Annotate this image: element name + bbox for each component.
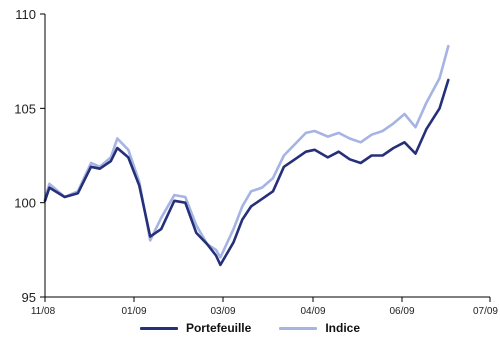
y-tick-label: 110 <box>15 7 36 22</box>
y-tick-label: 95 <box>22 290 36 305</box>
y-tick-label: 100 <box>14 196 36 211</box>
x-tick-label: 01/09 <box>121 306 146 317</box>
y-tick-label: 105 <box>14 101 36 116</box>
x-tick-label: 07/09 <box>473 306 498 317</box>
legend-label-portefeuille: Portefeuille <box>185 321 252 335</box>
series-lines <box>43 44 450 267</box>
legend-item-indice: Indice <box>279 321 360 335</box>
y-axis-ticks: 95 100 105 110 <box>14 7 45 305</box>
legend-label-indice: Indice <box>325 321 361 335</box>
legend-swatch-indice <box>279 326 318 330</box>
series-line-portefeuille <box>43 78 450 267</box>
x-tick-label: 11/08 <box>31 306 56 317</box>
x-axis-ticks: 11/08 01/09 03/09 04/09 06/09 07/09 <box>31 297 498 317</box>
legend: Portefeuille Indice <box>0 318 500 338</box>
x-tick-label: 06/09 <box>389 306 414 317</box>
x-tick-label: 04/09 <box>300 306 325 317</box>
legend-item-portefeuille: Portefeuille <box>139 321 252 335</box>
x-tick-label: 03/09 <box>210 306 235 317</box>
series-line-indice <box>43 44 450 259</box>
line-chart: 95 100 105 110 11/08 01/09 03/09 04/09 06/09 07/… <box>14 7 498 317</box>
legend-swatch-portefeuille <box>139 326 178 330</box>
